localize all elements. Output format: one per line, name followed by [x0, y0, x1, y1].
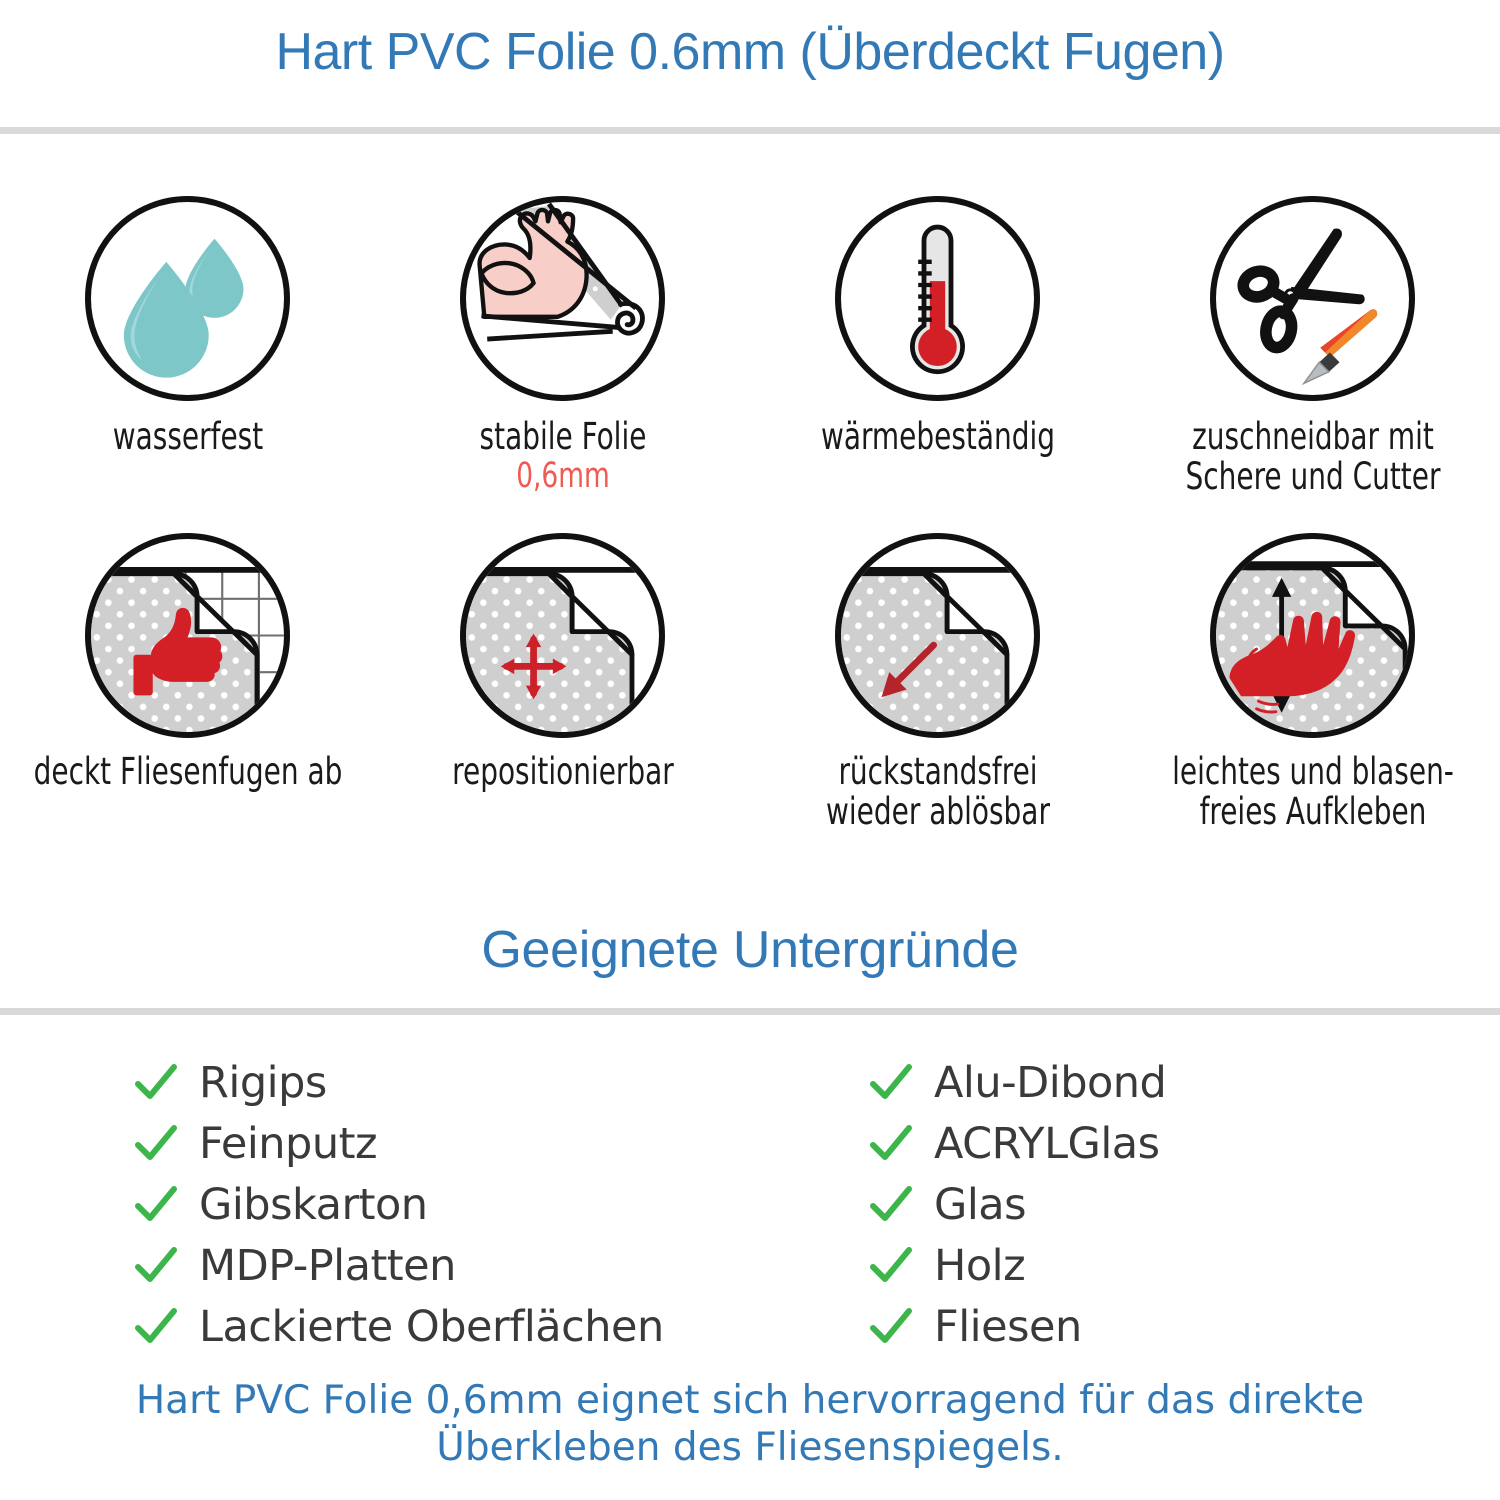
list-item: Rigips: [133, 1052, 750, 1113]
list-item-label: Gibskarton: [199, 1179, 428, 1230]
list-item: Fliesen: [868, 1296, 1500, 1357]
footer-line-2: Überkleben des Fliesenspiegels.: [436, 1424, 1064, 1470]
page-title: Hart PVC Folie 0.6mm (Überdeckt Fugen): [275, 23, 1225, 81]
water-drops-icon: [85, 196, 290, 401]
list-item-label: Fliesen: [934, 1301, 1082, 1352]
check-icon: [133, 1243, 179, 1289]
feature-aufkleben: leichtes und blasen- freies Aufkleben: [1125, 532, 1500, 833]
list-item: Feinputz: [133, 1113, 750, 1174]
check-icon: [868, 1182, 914, 1228]
substrates-column-left: Rigips Feinputz Gibskarton MDP-Platten L…: [0, 1052, 750, 1357]
footer-line-1: Hart PVC Folie 0,6mm eignet sich hervorr…: [135, 1378, 1365, 1423]
check-icon: [133, 1060, 179, 1106]
check-icon: [133, 1182, 179, 1228]
feature-label: wärmebeständig: [820, 415, 1055, 458]
list-item-label: Lackierte Oberflächen: [199, 1301, 664, 1352]
feature-label: zuschneidbar mit Schere und Cutter: [1185, 415, 1440, 498]
list-item-label: MDP-Platten: [199, 1240, 456, 1291]
substrates-column-right: Alu-Dibond ACRYLGlas Glas Holz Fliesen: [750, 1052, 1500, 1357]
feature-label: wasserfest: [112, 415, 263, 458]
flexing-arm-icon: [460, 196, 665, 401]
divider-middle: [0, 1008, 1500, 1015]
feature-sublabel: 0,6mm: [515, 455, 610, 496]
thermometer-icon: [835, 196, 1040, 401]
four-way-arrow-icon: [460, 532, 665, 738]
feature-stabile-folie: stabile Folie 0,6mm: [375, 196, 750, 497]
check-icon: [868, 1060, 914, 1106]
list-item-label: Feinputz: [199, 1118, 378, 1169]
feature-repositionierbar: repositionierbar: [375, 532, 750, 832]
feature-label: repositionierbar: [451, 749, 674, 793]
check-icon: [868, 1304, 914, 1350]
check-icon: [133, 1304, 179, 1350]
list-item: Glas: [868, 1174, 1500, 1235]
check-icon: [133, 1121, 179, 1167]
feature-waermebestaendig: wärmebeständig: [750, 196, 1125, 497]
feature-label: leichtes und blasen- freies Aufkleben: [1171, 749, 1454, 833]
smoothing-hand-icon: [1210, 532, 1415, 738]
check-icon: [868, 1121, 914, 1167]
feature-label: deckt Fliesenfugen ab: [33, 749, 342, 793]
list-item-label: Alu-Dibond: [934, 1057, 1167, 1108]
list-item: ACRYLGlas: [868, 1113, 1500, 1174]
list-item-label: Rigips: [199, 1057, 327, 1108]
feature-wasserfest: wasserfest: [0, 196, 375, 497]
list-item-label: Holz: [934, 1240, 1026, 1291]
check-icon: [868, 1243, 914, 1289]
feature-label: rückstandsfrei wieder ablösbar: [825, 749, 1050, 833]
list-item: Holz: [868, 1235, 1500, 1296]
list-item-label: Glas: [934, 1179, 1027, 1230]
scissors-cutter-icon: [1210, 196, 1415, 401]
list-item: Lackierte Oberflächen: [133, 1296, 750, 1357]
feature-label: stabile Folie 0,6mm: [382, 417, 743, 496]
feature-row-1: wasserfest: [0, 196, 1500, 497]
feature-row-2: deckt Fliesenfugen ab: [0, 532, 1500, 833]
feature-label-text: stabile Folie: [479, 415, 646, 458]
substrates-lists: Rigips Feinputz Gibskarton MDP-Platten L…: [0, 1052, 1500, 1357]
substrates-heading: Geeignete Untergründe: [481, 921, 1019, 979]
list-item-label: ACRYLGlas: [934, 1118, 1160, 1169]
feature-zuschneidbar: zuschneidbar mit Schere und Cutter: [1125, 196, 1500, 497]
list-item: MDP-Platten: [133, 1235, 750, 1296]
footer-note: Hart PVC Folie 0,6mm eignet sich hervorr…: [0, 1378, 1500, 1472]
feature-deckt-fliesenfugen: deckt Fliesenfugen ab: [0, 532, 375, 832]
divider-top: [0, 127, 1500, 134]
peel-arrow-icon: [835, 532, 1040, 738]
feature-rueckstandsfrei: rückstandsfrei wieder ablösbar: [750, 532, 1125, 833]
thumbs-up-tile-icon: [85, 532, 290, 738]
feature-grid: wasserfest: [0, 196, 1500, 832]
list-item: Gibskarton: [133, 1174, 750, 1235]
list-item: Alu-Dibond: [868, 1052, 1500, 1113]
